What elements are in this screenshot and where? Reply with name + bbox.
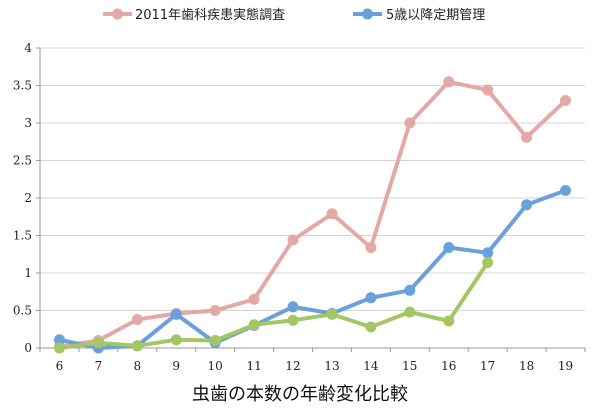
x-axis: 6 7 8 9 10 11 12 13 14 15 16 17 18 19 xyxy=(39,348,586,373)
legend-swatch-marker-1 xyxy=(112,8,123,20)
data-point-s1-12 xyxy=(287,234,299,246)
data-point-s3-17 xyxy=(482,257,494,268)
y-tick-label-0: 0 xyxy=(24,341,32,355)
x-tick-label-7: 7 xyxy=(95,359,103,373)
series-line-3 xyxy=(59,261,490,350)
x-tick-label-12: 12 xyxy=(285,359,300,373)
data-point-s3-10 xyxy=(209,335,221,346)
x-axis-title: 虫歯の本数の年齢変化比較 xyxy=(192,384,408,405)
data-point-s3-8 xyxy=(131,340,143,352)
data-point-s1-15 xyxy=(404,117,416,129)
y-tick-label-7: 3.5 xyxy=(13,79,32,93)
y-tick-label-4: 2 xyxy=(24,191,32,205)
y-axis: 0 0.5 1 1.5 2 2.5 3 3.5 4 xyxy=(13,41,41,355)
x-tick-label-13: 13 xyxy=(324,359,339,373)
data-point-s3-16 xyxy=(443,315,455,327)
data-point-s1-16 xyxy=(443,76,455,88)
y-tick-label-8: 4 xyxy=(24,41,32,55)
x-tick-label-10: 10 xyxy=(208,359,223,373)
data-point-s2-17 xyxy=(482,247,494,259)
gridlines xyxy=(40,47,585,349)
data-point-s2-9 xyxy=(170,308,182,320)
series-2 xyxy=(54,185,571,354)
x-tick-label-16: 16 xyxy=(441,359,456,373)
x-tick-label-6: 6 xyxy=(56,359,64,373)
y-tick-label-3: 1.5 xyxy=(13,229,32,243)
data-point-s3-12 xyxy=(287,314,299,326)
data-point-s3-7 xyxy=(92,337,104,349)
x-tick-label-11: 11 xyxy=(246,359,261,373)
x-tick-label-17: 17 xyxy=(480,359,495,373)
data-point-s2-18 xyxy=(521,199,533,211)
data-point-s3-14 xyxy=(365,321,377,333)
y-tick-label-5: 2.5 xyxy=(13,154,32,168)
legend-label-1: 2011年歯科疾患実態調査 xyxy=(135,7,285,23)
data-point-s3-6 xyxy=(54,342,65,354)
data-point-s2-16 xyxy=(443,242,455,253)
data-point-s2-19 xyxy=(560,185,571,196)
y-tick-label-2: 1 xyxy=(24,266,32,280)
data-point-s1-8 xyxy=(131,314,143,325)
legend: 2011年歯科疾患実態調査 5歳以降定期管理 xyxy=(103,7,485,23)
series-group xyxy=(54,76,571,354)
series-line-2 xyxy=(59,188,567,350)
data-point-s3-9 xyxy=(170,334,182,346)
data-point-s1-19 xyxy=(560,95,571,106)
data-point-s1-18 xyxy=(521,131,533,143)
data-point-s3-11 xyxy=(248,319,260,331)
data-point-s1-13 xyxy=(326,208,338,220)
data-point-s3-15 xyxy=(404,306,416,318)
x-tick-label-19: 19 xyxy=(558,359,573,373)
data-point-s1-10 xyxy=(209,305,221,316)
data-point-s1-17 xyxy=(482,84,494,96)
x-tick-label-14: 14 xyxy=(363,359,379,373)
data-point-s2-15 xyxy=(404,284,416,296)
x-tick-label-9: 9 xyxy=(172,359,180,373)
data-point-s3-13 xyxy=(326,308,338,320)
data-point-s2-6 xyxy=(54,334,65,346)
y-tick-label-1: 0.5 xyxy=(13,304,32,318)
data-point-s1-14 xyxy=(365,242,377,253)
legend-item-1: 2011年歯科疾患実態調査 xyxy=(103,7,285,23)
data-point-s2-14 xyxy=(365,292,377,304)
legend-item-2: 5歳以降定期管理 xyxy=(353,8,485,23)
x-tick-label-8: 8 xyxy=(134,359,142,373)
series-3 xyxy=(54,257,494,354)
x-tick-label-15: 15 xyxy=(402,359,417,373)
series-line-1 xyxy=(59,79,567,349)
data-point-s2-12 xyxy=(287,301,299,313)
legend-label-2: 5歳以降定期管理 xyxy=(386,8,485,23)
x-tick-label-18: 18 xyxy=(519,359,534,373)
legend-swatch-marker-2 xyxy=(362,8,373,20)
y-tick-label-6: 3 xyxy=(24,116,32,130)
data-point-s1-11 xyxy=(248,293,260,305)
